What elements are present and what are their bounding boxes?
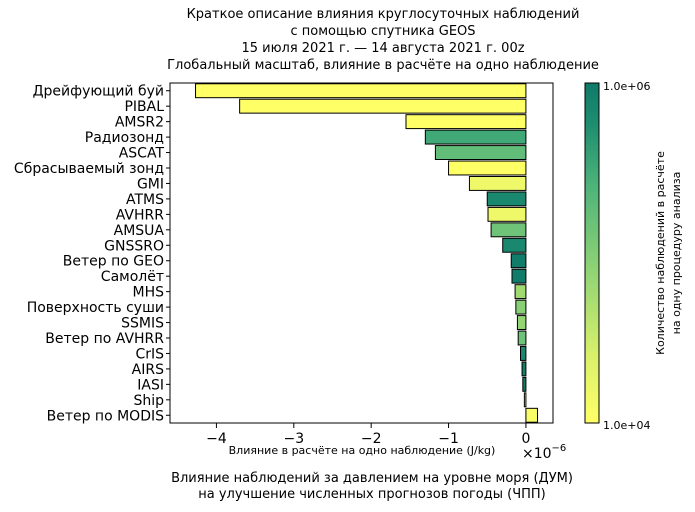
- category-label-21: Ветер по MODIS: [47, 408, 165, 424]
- category-label-9: AMSUA: [114, 223, 165, 239]
- x-tick-label-3: −1: [438, 431, 459, 447]
- category-label-16: Ветер по AVHRR: [45, 331, 164, 347]
- category-label-15: SSMIS: [121, 316, 164, 332]
- colorbar-min-label: 1.0e+04: [603, 419, 650, 432]
- category-label-11: Ветер по GEO: [63, 254, 164, 270]
- category-label-12: Самолёт: [101, 269, 164, 285]
- bar-20: [523, 392, 527, 408]
- bar-18: [521, 361, 527, 377]
- colorbar-label-line-2: на одну процедуру анализа: [670, 172, 683, 335]
- bar-14: [515, 299, 527, 315]
- bar-6: [468, 176, 527, 191]
- bar-21: [525, 407, 539, 423]
- x-offset-exponent: −6: [552, 443, 567, 454]
- category-label-7: ATMS: [126, 192, 164, 208]
- category-label-8: AVHRR: [116, 207, 165, 223]
- x-tick-label-0: −4: [206, 431, 227, 447]
- title-line-3: 15 июля 2021 г. — 14 августа 2021 г. 00z: [241, 41, 524, 56]
- title-line-1: Краткое описание влияния круглосуточных …: [187, 7, 580, 22]
- category-label-1: PIBAL: [124, 99, 164, 115]
- colorbar-max-label: 1.0e+06: [603, 80, 650, 93]
- title-line-2: с помощью спутника GEOS: [290, 24, 475, 39]
- bars-group: [195, 83, 539, 423]
- category-labels: Дрейфующий буйPIBALAMSR2РадиозондASCATСб…: [14, 84, 170, 424]
- category-label-17: CrIS: [135, 346, 164, 362]
- colorbar: 1.0e+06 1.0e+04 Количество наблюдений в …: [584, 80, 683, 432]
- bar-3: [424, 129, 527, 145]
- category-label-18: AIRS: [132, 362, 164, 378]
- x-offset-base: ×10: [522, 446, 552, 462]
- bar-11: [510, 253, 527, 269]
- category-label-4: ASCAT: [119, 146, 165, 162]
- category-label-10: GNSSRO: [104, 238, 164, 254]
- bar-13: [514, 284, 527, 300]
- colorbar-label-line-1: Количество наблюдений в расчёте: [654, 151, 667, 355]
- category-label-5: Сбрасываемый зонд: [14, 161, 164, 177]
- category-label-14: Поверхность суши: [27, 300, 164, 316]
- bar-17: [520, 346, 527, 361]
- caption-line-2: на улучшение численных прогнозов погоды …: [198, 487, 546, 502]
- bar-19: [522, 376, 527, 392]
- x-tick-label-1: −3: [283, 431, 304, 447]
- caption-line-1: Влияние наблюдений за давлением на уровн…: [171, 471, 573, 486]
- x-ticks: −4 −3 −2 −1 0: [206, 423, 530, 447]
- category-label-3: Радиозонд: [85, 130, 164, 146]
- bar-4: [434, 145, 527, 161]
- category-label-0: Дрейфующий буй: [33, 84, 164, 100]
- category-label-2: AMSR2: [115, 115, 164, 131]
- bar-12: [511, 268, 527, 284]
- bar-16: [517, 330, 527, 346]
- category-label-6: GMI: [137, 176, 164, 192]
- bar-2: [405, 114, 527, 130]
- title-line-4: Глобальный масштаб, влияние в расчёте на…: [167, 58, 599, 73]
- colorbar-gradient: [584, 82, 600, 424]
- category-label-19: IASI: [137, 377, 164, 393]
- bar-0: [195, 83, 527, 99]
- chart-title: Краткое описание влияния круглосуточных …: [167, 7, 599, 73]
- x-tick-label-2: −2: [361, 431, 382, 447]
- x-axis-label: Влияние в расчёте на одно наблюдение (J/…: [229, 444, 496, 457]
- category-label-13: MHS: [133, 285, 165, 301]
- bar-5: [448, 160, 527, 176]
- bar-1: [239, 98, 527, 114]
- caption: Влияние наблюдений за давлением на уровн…: [171, 471, 573, 502]
- x-tick-label-4: 0: [521, 431, 530, 447]
- bar-9: [490, 222, 527, 238]
- bar-15: [516, 315, 527, 331]
- plot-area: Дрейфующий буйPIBALAMSR2РадиозондASCATСб…: [14, 82, 554, 447]
- bar-8: [487, 206, 527, 222]
- x-offset-label: ×10−6: [522, 443, 566, 462]
- bar-7: [486, 191, 527, 207]
- bar-10: [502, 237, 527, 253]
- category-label-20: Ship: [133, 393, 164, 409]
- plot-frame: [169, 82, 554, 424]
